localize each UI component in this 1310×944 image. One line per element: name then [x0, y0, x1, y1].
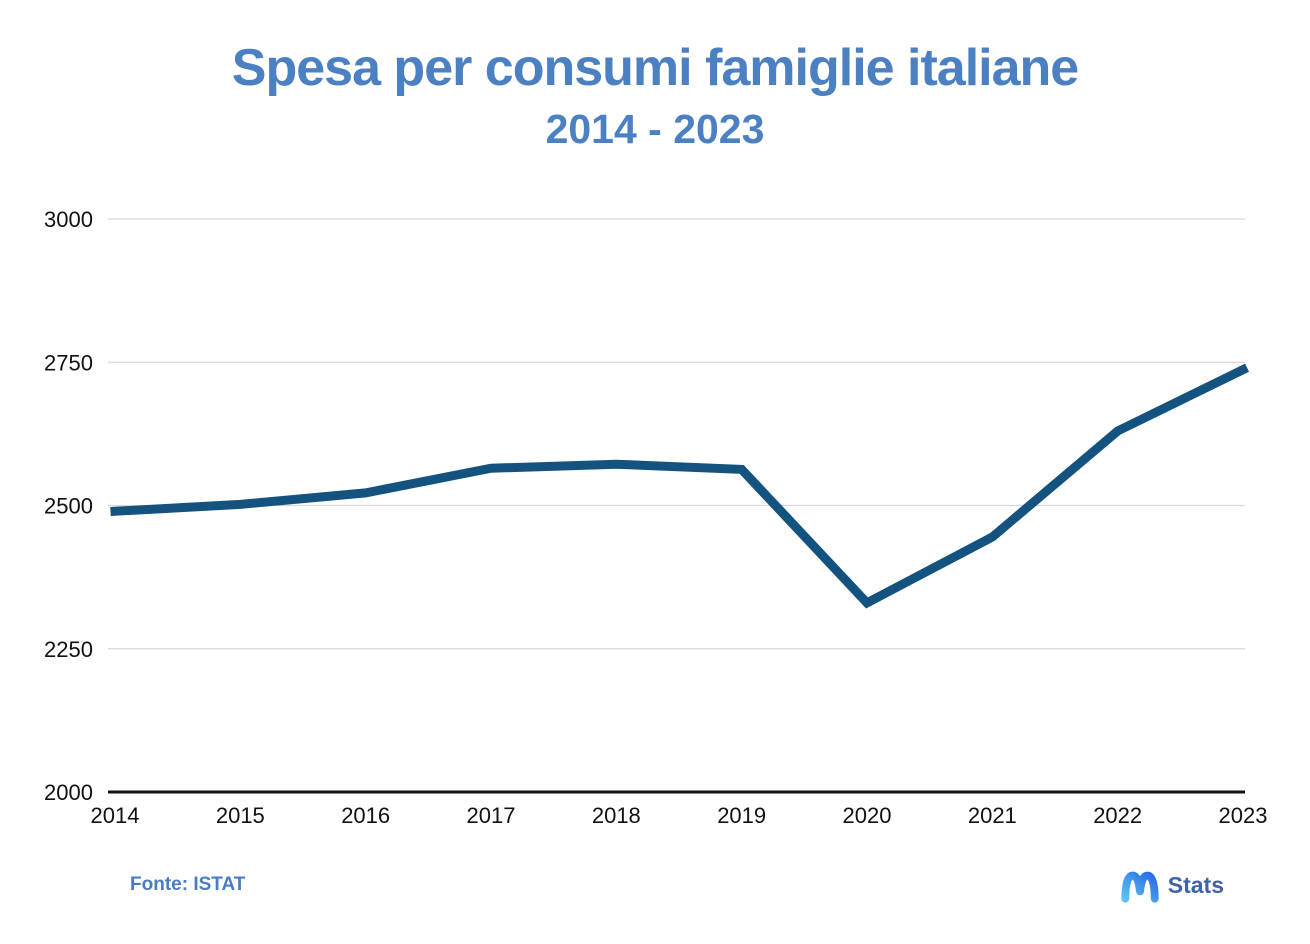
x-tick-label: 2023: [1219, 803, 1268, 828]
x-tick-label: 2021: [968, 803, 1017, 828]
x-tick-label: 2016: [341, 803, 390, 828]
y-tick-label: 3000: [44, 207, 93, 232]
line-chart-svg: 2000 2250 2500 2750 3000 2014 2015 2016 2017 2018…: [44, 207, 1268, 828]
data-line: [110, 363, 1250, 609]
x-tick-label: 2022: [1093, 803, 1142, 828]
y-tick-label: 2750: [44, 350, 93, 375]
x-tick-label: 2019: [717, 803, 766, 828]
y-tick-label: 2000: [44, 780, 93, 805]
brand-logo: Stats: [1119, 866, 1224, 904]
logo-m-icon: [1121, 871, 1159, 903]
source-label: Fonte: ISTAT: [130, 874, 246, 895]
x-tick-label: 2017: [467, 803, 516, 828]
x-tick-label: 2018: [592, 803, 641, 828]
x-tick-label: 2020: [843, 803, 892, 828]
chart-title: Spesa per consumi famiglie italiane: [231, 39, 1079, 97]
y-tick-label: 2500: [44, 494, 93, 519]
chart-subtitle: 2014 - 2023: [545, 106, 765, 152]
logo-text: Stats: [1167, 871, 1224, 898]
x-tick-label: 2015: [216, 803, 265, 828]
x-tick-label: 2014: [91, 803, 140, 828]
y-tick-label: 2250: [44, 637, 93, 662]
